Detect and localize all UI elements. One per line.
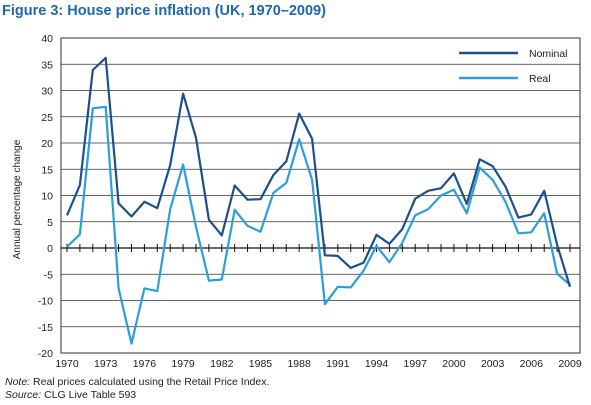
x-tick-label: 1976 — [133, 358, 157, 370]
chart-note: Note: Real prices calculated using the R… — [5, 376, 269, 388]
chart-source: Source: CLG Live Table 593 — [5, 389, 136, 401]
series-lines — [65, 56, 572, 345]
legend: Nominal Real — [459, 48, 568, 85]
source-label: Source: — [5, 389, 42, 401]
x-tick-label: 1985 — [249, 358, 273, 370]
series-line-real — [66, 105, 571, 345]
y-tick-label: -20 — [38, 348, 53, 360]
y-axis-label: Annual percentage change — [12, 139, 23, 259]
y-tick-label: 20 — [41, 138, 53, 150]
note-label: Note: — [5, 376, 31, 388]
legend-label-nominal: Nominal — [529, 48, 568, 60]
note-text: Real prices calculated using the Retail … — [33, 376, 270, 388]
x-tick-label: 1997 — [404, 358, 428, 370]
x-tick-label: 1982 — [210, 358, 234, 370]
x-axis: 1970 1973 1976 1979 1982 1985 1988 1991 1994 1997… — [55, 244, 582, 370]
y-tick-label: 5 — [47, 217, 53, 229]
y-tick-label: -15 — [38, 322, 53, 334]
x-tick-label: 1970 — [55, 358, 79, 370]
y-tick-label: -5 — [44, 269, 53, 281]
x-tick-label: 1979 — [171, 358, 195, 370]
y-tick-label: 25 — [41, 112, 53, 124]
x-tick-label: 1988 — [287, 358, 311, 370]
y-tick-label: -10 — [38, 296, 53, 308]
x-tick-label: 1973 — [94, 358, 118, 370]
y-tick-label: 40 — [41, 33, 53, 45]
y-tick-label: 15 — [41, 164, 53, 176]
y-tick-label: 30 — [41, 86, 53, 98]
series-line-nominal — [65, 56, 572, 288]
x-tick-label: 2006 — [520, 358, 544, 370]
x-tick-label: 1991 — [326, 358, 350, 370]
x-tick-label: 2000 — [442, 358, 466, 370]
x-tick-label: 1994 — [365, 358, 389, 370]
y-axis-ticks: 40 35 30 25 20 15 10 5 0 -5 -10 -15 -20 — [38, 33, 53, 360]
y-tick-label: 0 — [47, 243, 53, 255]
source-text: CLG Live Table 593 — [44, 389, 137, 401]
y-tick-label: 35 — [41, 59, 53, 71]
x-tick-label: 2003 — [481, 358, 505, 370]
x-tick-label: 2009 — [558, 358, 582, 370]
chart-title: Figure 3: House price inflation (UK, 197… — [2, 3, 326, 19]
legend-label-real: Real — [529, 73, 551, 85]
y-tick-label: 10 — [41, 191, 53, 203]
